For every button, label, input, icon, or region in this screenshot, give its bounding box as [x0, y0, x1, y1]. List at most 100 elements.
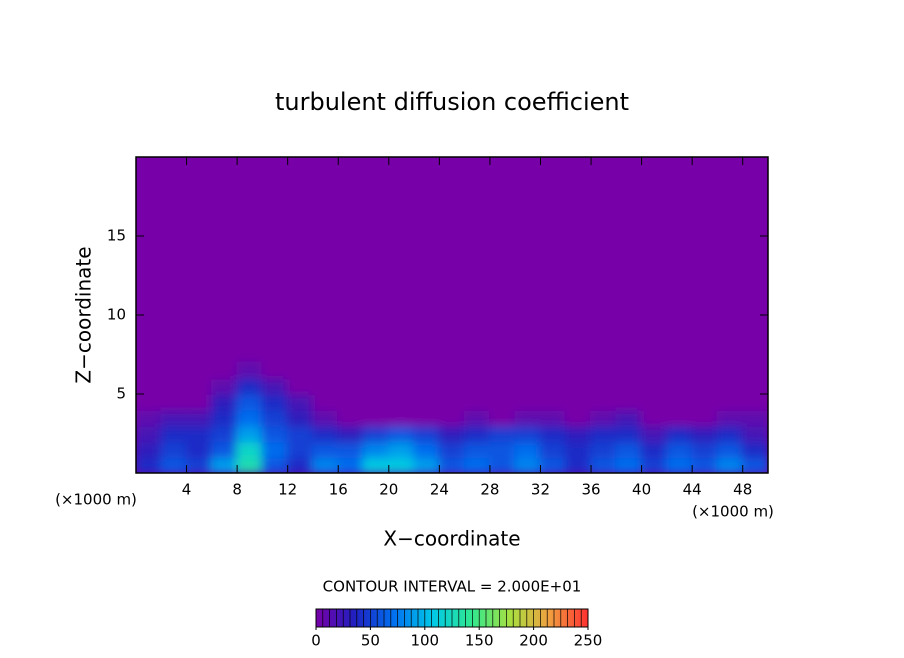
field-cell — [210, 361, 239, 380]
field-cell — [337, 440, 365, 459]
field-cell — [185, 440, 213, 459]
colorbar-tick-label: 100 — [410, 632, 439, 650]
field-cell — [539, 456, 567, 473]
field-cell — [236, 440, 264, 459]
field-cell — [564, 408, 593, 427]
field-cell — [615, 408, 643, 427]
field-cell — [539, 408, 567, 427]
x-tick-label: 20 — [379, 481, 398, 499]
x-tick-label: 16 — [329, 481, 348, 499]
field-cell — [387, 361, 416, 380]
field-cell — [236, 361, 264, 380]
field-cell — [387, 456, 416, 473]
contour-interval: CONTOUR INTERVAL = 2.000E+01 — [323, 578, 582, 596]
x-tick-label: 12 — [278, 481, 297, 499]
field-cell — [413, 377, 441, 395]
field-cell — [716, 377, 744, 395]
x-tick-label: 36 — [581, 481, 600, 499]
field-cells — [136, 361, 768, 473]
field-cell — [665, 361, 694, 380]
field-cell — [463, 456, 491, 473]
x-tick-label: 8 — [232, 481, 242, 499]
field-cell — [286, 408, 314, 427]
field-cell — [337, 377, 365, 395]
field-cell — [337, 361, 365, 380]
field-cell — [691, 393, 719, 411]
x-tick-label: 4 — [182, 481, 192, 499]
field-cell — [640, 361, 668, 380]
field-cell — [514, 361, 542, 380]
field-cell — [640, 424, 668, 443]
field-cell — [362, 361, 390, 380]
field-cell — [665, 440, 694, 459]
field-cell — [286, 456, 314, 473]
field-cell — [488, 408, 517, 427]
field-cell — [160, 440, 188, 459]
field-cell — [236, 377, 264, 395]
field-cell — [488, 377, 517, 395]
field-cell — [716, 408, 744, 427]
field-cell — [362, 377, 390, 395]
field-cell — [514, 408, 542, 427]
field — [136, 157, 768, 473]
field-cell — [413, 393, 441, 411]
field-cell — [741, 393, 768, 411]
field-cell — [564, 377, 593, 395]
field-cell — [261, 393, 289, 411]
field-cell — [160, 424, 188, 443]
colorbar-tick-label: 200 — [519, 632, 548, 650]
field-cell — [136, 440, 163, 459]
field-cell — [438, 377, 466, 395]
field-cell — [236, 393, 264, 411]
field-cell — [590, 456, 618, 473]
field-cell — [691, 424, 719, 443]
field-cell — [716, 361, 744, 380]
field-cell — [210, 440, 239, 459]
field-cell — [514, 440, 542, 459]
field-cell — [716, 393, 744, 411]
field-cell — [564, 361, 593, 380]
colorbar-tick-label: 150 — [465, 632, 494, 650]
field-cell — [413, 440, 441, 459]
field-cell — [311, 408, 340, 427]
field-cell — [286, 393, 314, 411]
field-cell — [615, 456, 643, 473]
field-cell — [590, 377, 618, 395]
field-cell — [387, 424, 416, 443]
field-cell — [716, 440, 744, 459]
field-cell — [286, 361, 314, 380]
field-cell — [160, 456, 188, 473]
field-cell — [413, 424, 441, 443]
field-cell — [514, 456, 542, 473]
field-cell — [539, 393, 567, 411]
y-tick-label: 10 — [107, 306, 126, 324]
field-cell — [539, 361, 567, 380]
field-cell — [387, 393, 416, 411]
chart-title: turbulent diffusion coefficient — [275, 88, 629, 116]
field-cell — [665, 408, 694, 427]
field-cell — [136, 408, 163, 427]
field-cell — [665, 424, 694, 443]
field-cell — [463, 440, 491, 459]
field-cell — [210, 424, 239, 443]
field-cell — [337, 393, 365, 411]
field-cell — [261, 440, 289, 459]
field-cell — [615, 361, 643, 380]
x-tick-label: 24 — [430, 481, 449, 499]
colorbar-tick-label: 50 — [361, 632, 380, 650]
field-cell — [691, 408, 719, 427]
field-cell — [590, 440, 618, 459]
field-cell — [716, 424, 744, 443]
field-cell — [615, 377, 643, 395]
field-cell — [362, 456, 390, 473]
field-cell — [236, 424, 264, 443]
field-cell — [488, 440, 517, 459]
x-unit-label: (×1000 m) — [692, 503, 774, 521]
field-cell — [136, 424, 163, 443]
field-cell — [438, 456, 466, 473]
field-cell — [463, 408, 491, 427]
field-cell — [362, 393, 390, 411]
field-cell — [488, 456, 517, 473]
field-cell — [387, 377, 416, 395]
field-cell — [387, 408, 416, 427]
